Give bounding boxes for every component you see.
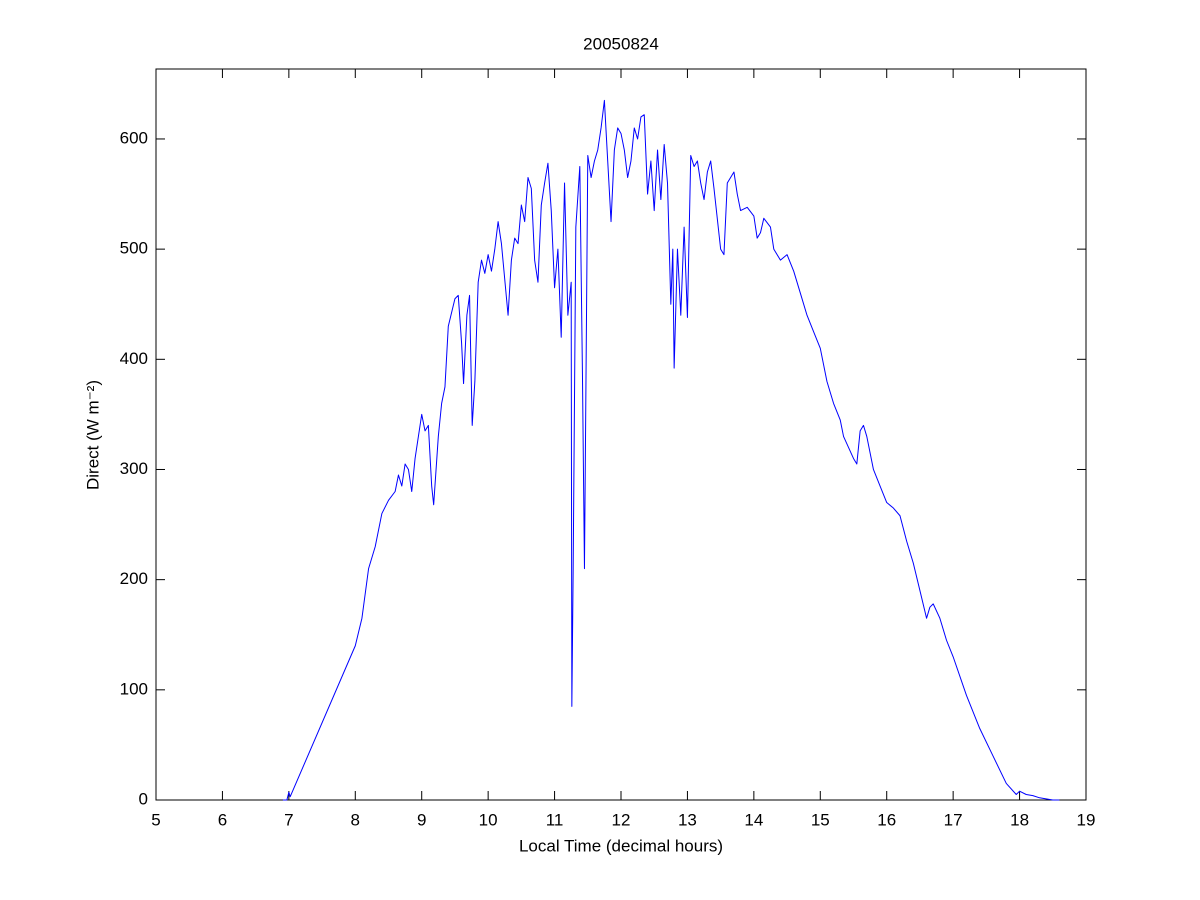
- x-tick-label: 12: [612, 810, 631, 829]
- x-tick-label: 19: [1077, 810, 1096, 829]
- x-tick-label: 15: [811, 810, 830, 829]
- x-tick-label: 9: [417, 810, 426, 829]
- y-tick-label: 400: [120, 349, 148, 368]
- x-tick-label: 6: [218, 810, 227, 829]
- y-tick-label: 300: [120, 459, 148, 478]
- y-tick-label: 500: [120, 239, 148, 258]
- y-tick-label: 200: [120, 569, 148, 588]
- y-axis-label: Direct (W m⁻²): [83, 380, 102, 490]
- x-tick-label: 13: [678, 810, 697, 829]
- x-tick-label: 11: [546, 810, 564, 829]
- x-tick-label: 7: [284, 810, 293, 829]
- data-line: [282, 99, 1060, 801]
- plot-area: [155, 68, 1087, 801]
- x-tick-label: 18: [1010, 810, 1029, 829]
- x-tick-label: 14: [744, 810, 763, 829]
- y-tick-label: 100: [120, 679, 148, 698]
- x-tick-label: 5: [151, 810, 160, 829]
- x-tick-label: 16: [877, 810, 896, 829]
- y-tick-label: 0: [139, 789, 148, 808]
- x-axis-label: Local Time (decimal hours): [519, 836, 723, 855]
- x-tick-label: 10: [479, 810, 498, 829]
- x-tick-label: 17: [944, 810, 963, 829]
- y-tick-label: 600: [120, 128, 148, 147]
- chart-title: 20050824: [583, 34, 659, 53]
- x-tick-label: 8: [351, 810, 360, 829]
